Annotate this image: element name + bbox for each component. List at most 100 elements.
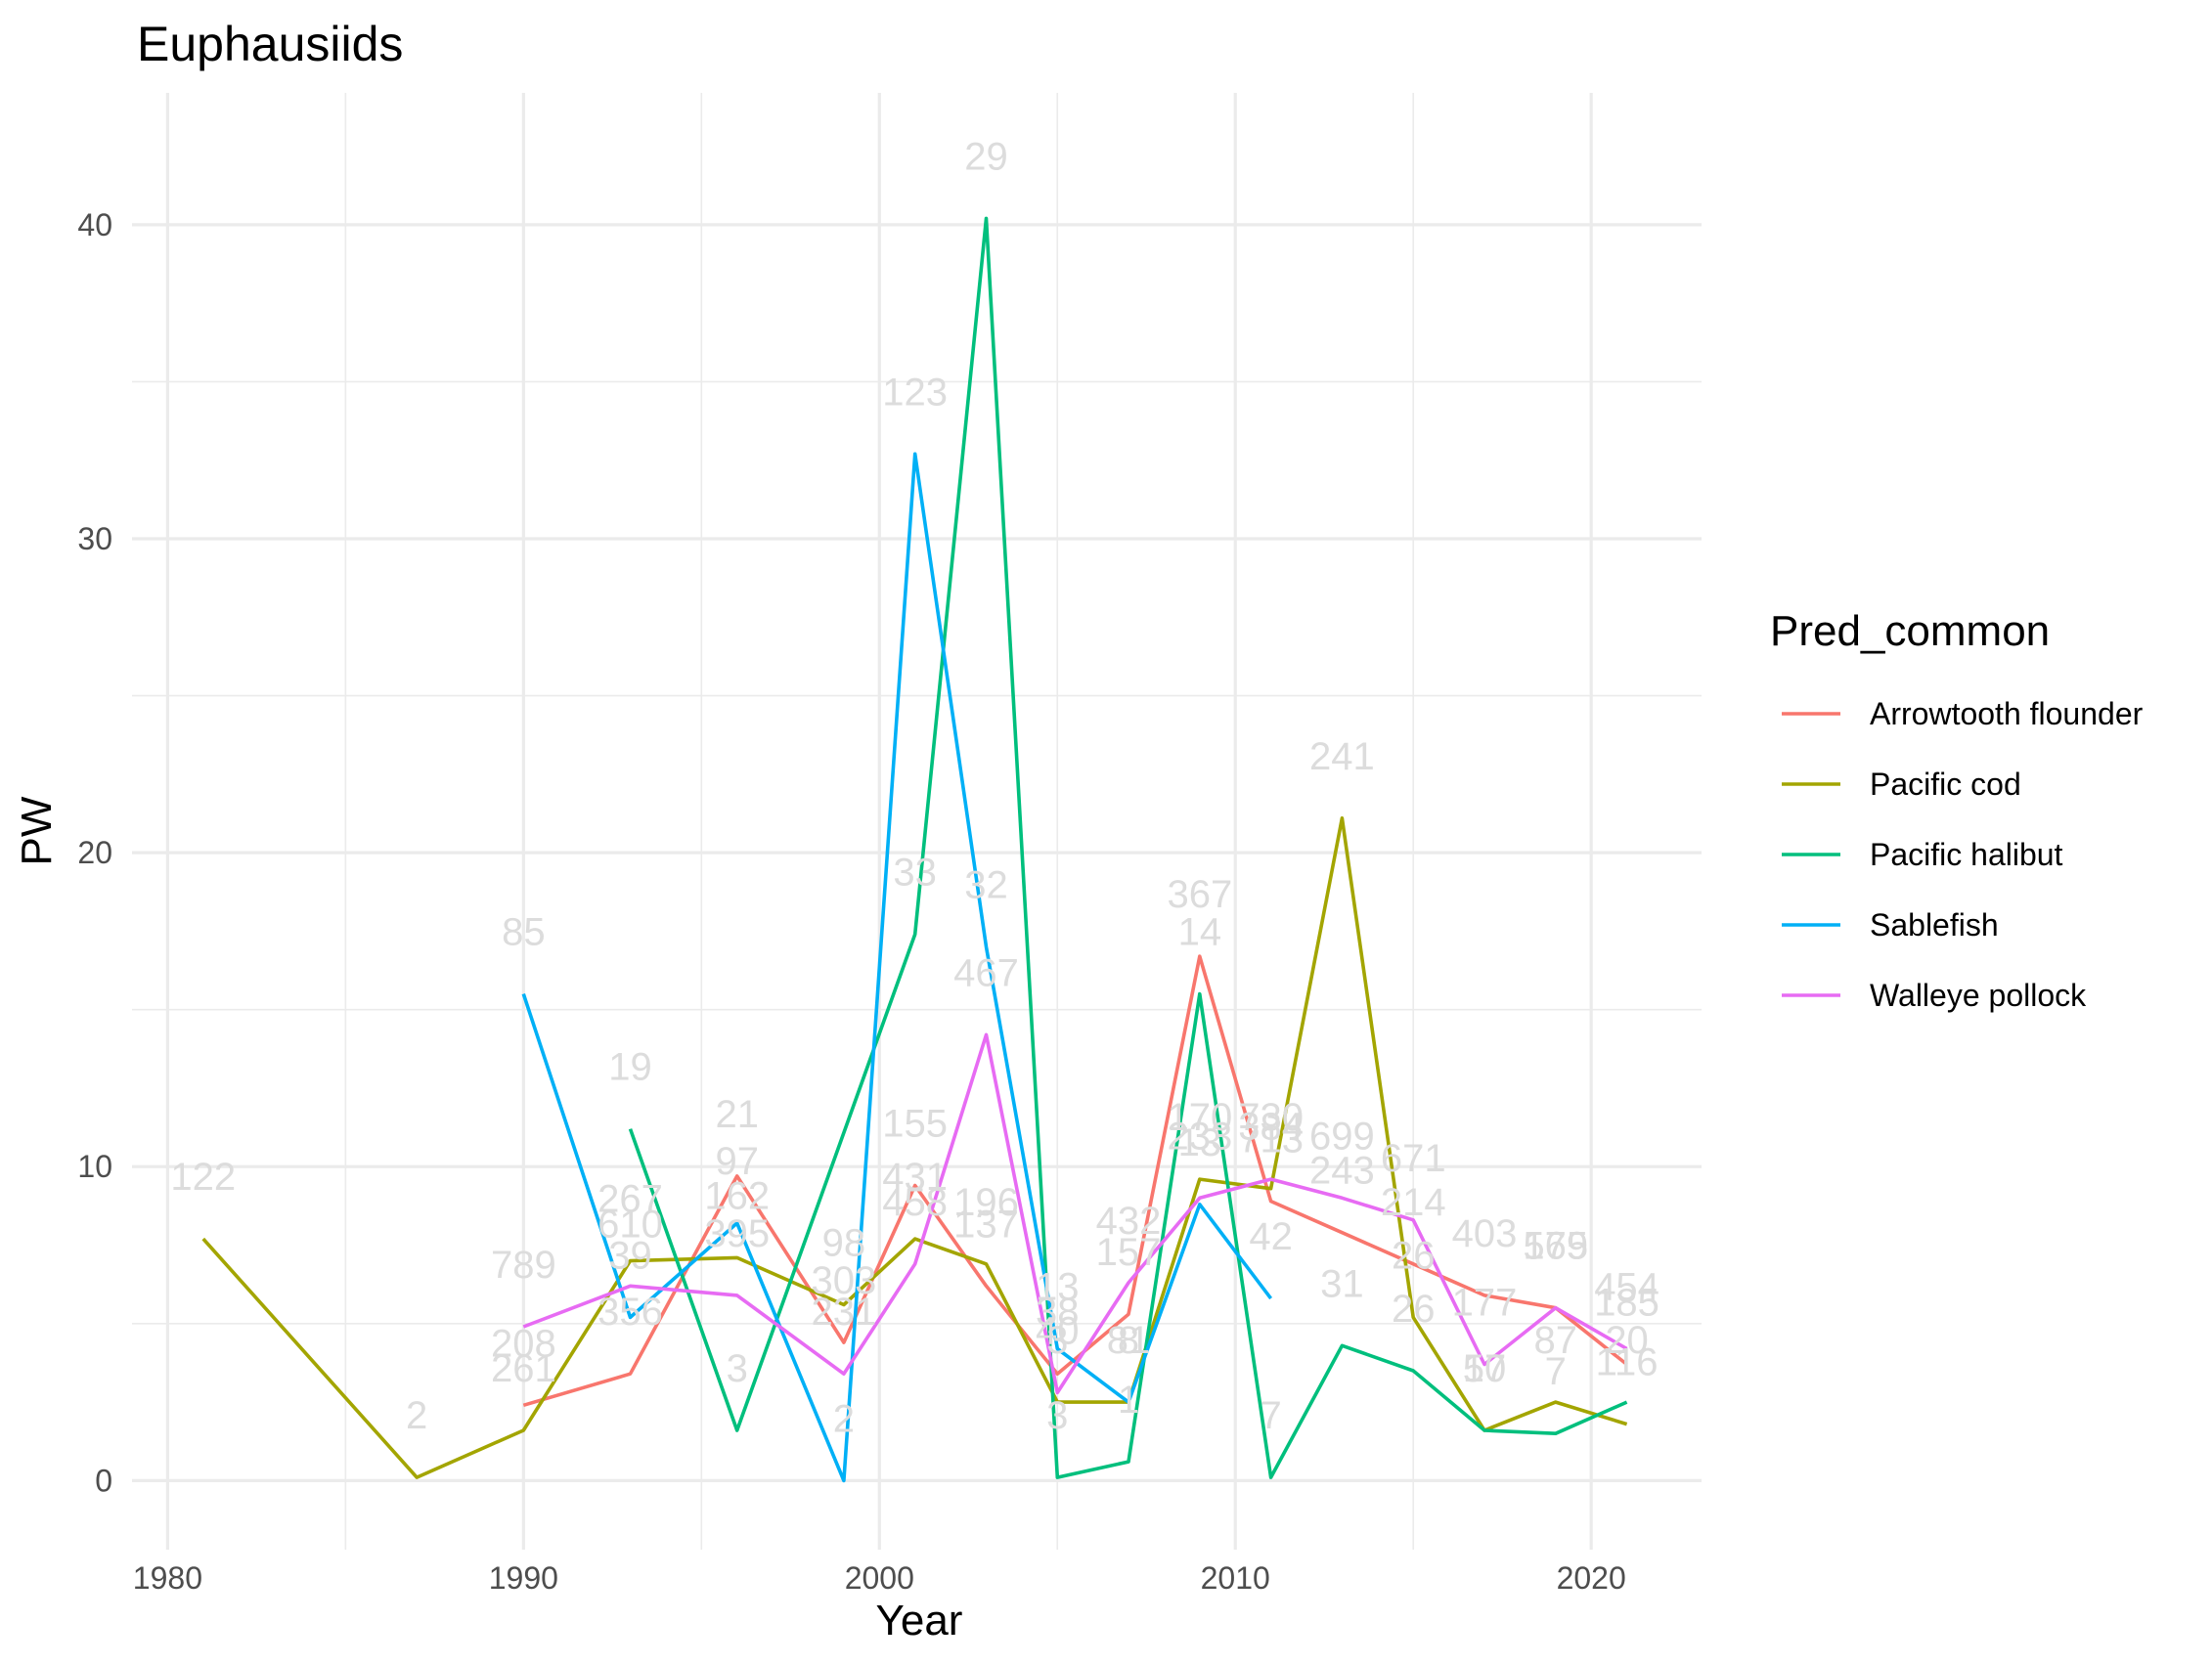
point-label-arrowtooth-flounder: 155 [882, 1103, 948, 1146]
point-label-arrowtooth-flounder: 21 [715, 1093, 759, 1136]
point-label-arrowtooth-flounder: 214 [1381, 1181, 1446, 1224]
point-label-sablefish: 42 [1249, 1215, 1293, 1258]
point-label-sablefish: 8 [1118, 1319, 1139, 1362]
point-label-arrowtooth-flounder: 137 [953, 1203, 1019, 1246]
point-label-arrowtooth-flounder: 208 [491, 1322, 556, 1365]
point-label-pacific-halibut: 19 [608, 1046, 652, 1089]
point-label-pacific-cod: 26 [1392, 1234, 1436, 1277]
point-label-pacific-cod: 267 [597, 1178, 663, 1221]
point-label-walleye-pollock: 454 [1594, 1265, 1659, 1308]
point-label-arrowtooth-flounder: 367 [1167, 873, 1232, 916]
point-label-sablefish: 32 [964, 863, 1008, 906]
series-line-arrowtooth-flounder [522, 954, 1628, 1408]
series-line-sablefish [521, 452, 1273, 1483]
point-label-pacific-cod: 116 [1596, 1341, 1659, 1384]
series-line-walleye-pollock [522, 1032, 1628, 1395]
legend-label-pacific-cod: Pacific cod [1870, 767, 2021, 802]
y-tick-label: 20 [77, 835, 112, 870]
x-tick-label: 2020 [1557, 1560, 1626, 1596]
x-tick-label: 1990 [489, 1560, 558, 1596]
point-label-arrowtooth-flounder: 303 [812, 1259, 877, 1302]
grid [132, 93, 1702, 1550]
point-label-sablefish: 97 [715, 1140, 759, 1183]
point-label-walleye-pollock: 458 [882, 1181, 948, 1224]
point-label-walleye-pollock: 395 [704, 1212, 770, 1255]
point-label-arrowtooth-flounder: 713 [1238, 1118, 1304, 1162]
point-label-pacific-cod: 170 [1167, 1096, 1232, 1139]
point-label-pacific-halibut: 20 [1605, 1319, 1649, 1362]
point-label-pacific-cod: 98 [822, 1222, 866, 1265]
point-label-pacific-cod: 196 [953, 1181, 1019, 1224]
point-label-walleye-pollock: 789 [491, 1244, 556, 1287]
point-label-pacific-halibut: 33 [893, 852, 937, 895]
point-label-pacific-halibut: 14 [1178, 911, 1222, 954]
legend-items: Arrowtooth flounder Pacific cod Pacific ha… [1782, 696, 2144, 1013]
point-label-pacific-cod: 431 [882, 1156, 948, 1199]
point-label-arrowtooth-flounder: 356 [597, 1291, 663, 1334]
point-label-pacific-cod: 50 [1463, 1347, 1507, 1390]
point-label-sablefish: 123 [882, 371, 948, 414]
series-line-pacific-cod [201, 816, 1628, 1479]
legend: Pred_common Arrowtooth flounder Pacific c… [1770, 607, 2144, 1013]
point-label-pacific-halibut: 3 [1046, 1394, 1068, 1437]
point-label-walleye-pollock: 610 [597, 1203, 663, 1246]
point-label-arrowtooth-flounder: 157 [1096, 1231, 1162, 1274]
y-tick-label: 0 [95, 1463, 112, 1498]
point-label-walleye-pollock: 40 [1036, 1309, 1080, 1352]
point-label-pacific-halibut: 1 [1118, 1379, 1139, 1422]
y-axis-title: PW [13, 796, 61, 865]
point-label-arrowtooth-flounder: 185 [1594, 1282, 1659, 1325]
point-label-pacific-cod: 81 [1107, 1319, 1151, 1362]
legend-label-arrowtooth-flounder: Arrowtooth flounder [1870, 696, 2144, 731]
legend-label-walleye-pollock: Walleye pollock [1870, 978, 2087, 1013]
point-label-pacific-cod: 3 [1046, 1319, 1068, 1362]
point-label-pacific-cod: 2 [406, 1394, 427, 1437]
point-label-sablefish: 2 [833, 1397, 855, 1440]
point-label-pacific-halibut: 7 [1545, 1350, 1567, 1393]
chart-title: Euphausiids [137, 17, 403, 71]
y-tick-label: 40 [77, 207, 112, 242]
point-label-pacific-halibut: 31 [1320, 1262, 1364, 1305]
point-label-walleye-pollock: 699 [1309, 1115, 1375, 1158]
point-label-pacific-cod: 261 [491, 1347, 556, 1390]
point-label-walleye-pollock: 730 [1238, 1096, 1304, 1139]
y-tick-label: 10 [77, 1149, 112, 1184]
x-tick-label: 2000 [845, 1560, 914, 1596]
point-label-sablefish: 13 [1178, 1121, 1222, 1164]
series-lines [201, 216, 1628, 1483]
point-label-arrowtooth-flounder: 165 [1523, 1225, 1588, 1268]
point-label-pacific-halibut: 3 [727, 1347, 748, 1390]
point-label-walleye-pollock: 579 [1523, 1225, 1588, 1268]
point-label-pacific-halibut: 29 [964, 135, 1008, 178]
series-line-pacific-halibut [628, 216, 1628, 1479]
point-label-sablefish: 85 [502, 911, 546, 954]
point-label-walleye-pollock: 231 [812, 1291, 877, 1334]
x-tick-label: 1980 [133, 1560, 202, 1596]
point-label-arrowtooth-flounder: 38 [1036, 1291, 1080, 1334]
point-label-walleye-pollock: 467 [953, 951, 1019, 994]
x-tick-label: 2010 [1201, 1560, 1270, 1596]
point-label-sablefish: 13 [1036, 1265, 1080, 1308]
point-label-pacific-cod: 87 [1534, 1319, 1578, 1362]
legend-title: Pred_common [1770, 607, 2050, 655]
point-label-arrowtooth-flounder: 403 [1452, 1212, 1518, 1255]
point-label-walleye-pollock: 233 [1167, 1115, 1232, 1158]
legend-label-sablefish: Sablefish [1870, 907, 1999, 943]
point-label-pacific-halibut: 7 [1261, 1394, 1282, 1437]
point-label-walleye-pollock: 671 [1381, 1137, 1446, 1180]
point-label-pacific-cod: 241 [1309, 735, 1375, 778]
point-label-sablefish: 39 [608, 1234, 652, 1277]
legend-label-pacific-halibut: Pacific halibut [1870, 837, 2063, 872]
point-label-pacific-cod: 384 [1238, 1106, 1304, 1149]
y-tick-label: 30 [77, 521, 112, 556]
point-label-arrowtooth-flounder: 243 [1309, 1150, 1375, 1193]
axis-ticks: 1980 1990 2000 2010 2020 0 10 20 30 40 [77, 207, 1625, 1596]
point-label-pacific-halibut: 26 [1392, 1288, 1436, 1331]
x-axis-title: Year [876, 1597, 963, 1644]
point-label-pacific-halibut: 17 [1463, 1347, 1507, 1390]
point-label-pacific-cod: 162 [704, 1174, 770, 1217]
point-label-pacific-cod: 122 [170, 1156, 236, 1199]
